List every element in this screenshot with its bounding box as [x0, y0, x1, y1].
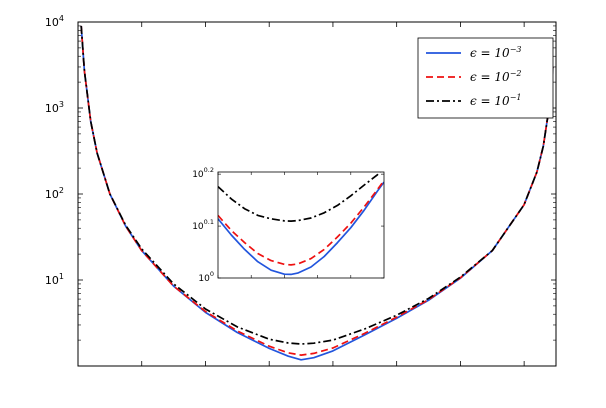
inset-series-line-2 [218, 172, 382, 222]
y-tick-label-exp: 4 [59, 14, 64, 23]
legend-label-0-exp: −3 [510, 45, 522, 54]
legend-label-2-exp: −1 [510, 93, 522, 102]
y-tick-label-base: 10 [45, 102, 59, 115]
inset-y-tick-label: 100.2 [192, 166, 214, 180]
y-tick-label: 104 [45, 14, 64, 29]
y-tick-label: 102 [45, 186, 64, 201]
inset-y-tick-label: 100 [198, 270, 214, 284]
legend-label-0-base: ϵ = 10 [470, 46, 510, 60]
inset-y-tick-label-exp: 0.2 [204, 166, 214, 174]
inset-y-tick-label-exp: 0 [210, 270, 214, 278]
legend-label-1-base: ϵ = 10 [470, 70, 510, 84]
legend-box [417, 37, 554, 119]
legend-label-0: ϵ = 10−3 [470, 45, 521, 60]
legend: ϵ = 10−3ϵ = 10−2ϵ = 10−1 [417, 37, 554, 119]
y-tick-label-exp: 1 [59, 272, 64, 281]
inset-series-line-0 [218, 181, 384, 276]
inset-y-tick-label-base: 10 [192, 170, 204, 180]
y-tick-label: 103 [45, 100, 64, 115]
inset-y-tick-label: 100.1 [192, 218, 214, 232]
main-series-group [80, 25, 554, 361]
y-tick-label: 101 [45, 272, 64, 287]
legend-label-1-exp: −2 [510, 69, 522, 78]
y-tick-label-base: 10 [45, 188, 59, 201]
inset-frame [217, 171, 385, 279]
inset-series-line-1 [218, 180, 384, 266]
y-tick-label-base: 10 [45, 274, 59, 287]
inset-y-tick-label-base: 10 [192, 222, 204, 232]
legend-label-2-base: ϵ = 10 [470, 94, 510, 108]
inset-y-tick-label-base: 10 [198, 274, 210, 284]
y-tick-label-exp: 3 [59, 100, 64, 109]
inset-background [218, 172, 384, 278]
legend-label-1: ϵ = 10−2 [470, 69, 521, 84]
legend-label-2: ϵ = 10−1 [470, 93, 521, 108]
y-tick-label-base: 10 [45, 16, 59, 29]
inset-y-tick-label-exp: 0.1 [204, 218, 214, 226]
series-line-2 [80, 25, 554, 345]
y-tick-label-exp: 2 [59, 186, 64, 195]
inset-series-group [218, 172, 384, 276]
